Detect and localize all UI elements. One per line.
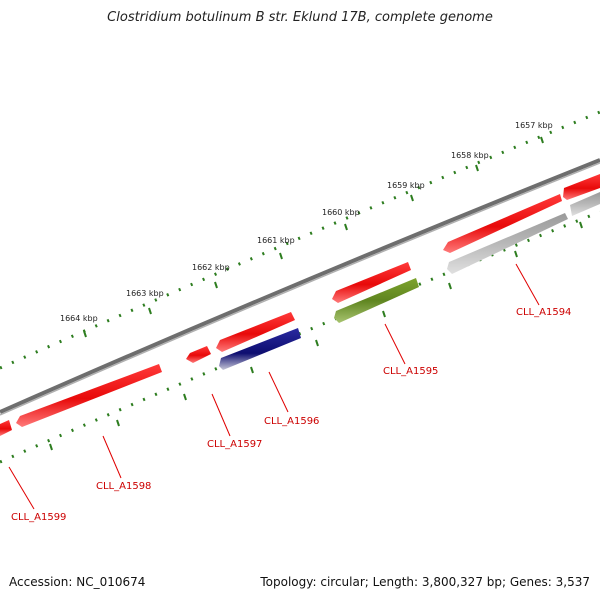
gene-labels: CLL_A1594 CLL_A1595 CLL_A1596 CLL_A1597 … xyxy=(11,307,571,523)
gene-cll-a1594-forward[interactable] xyxy=(563,174,600,200)
genome-backbone xyxy=(0,158,600,414)
label-leaders xyxy=(8,263,540,510)
gene-label-cll-a1597[interactable]: CLL_A1597 xyxy=(207,439,262,450)
kbp-label: 1662 kbp xyxy=(192,263,230,272)
inner-major-ticks xyxy=(49,221,583,451)
map-title: Clostridium botulinum B str. Eklund 17B,… xyxy=(107,10,493,25)
gene-label-cll-a1598[interactable]: CLL_A1598 xyxy=(96,481,151,492)
gene-reverse-gray[interactable] xyxy=(570,192,600,216)
genome-backbone-highlight xyxy=(0,162,600,416)
gene-cll-a1595[interactable] xyxy=(334,278,419,323)
gene-label-cll-a1596[interactable]: CLL_A1596 xyxy=(264,416,319,427)
kbp-label: 1664 kbp xyxy=(60,314,98,323)
gene-label-cll-a1595[interactable]: CLL_A1595 xyxy=(383,366,438,377)
gene-forward[interactable] xyxy=(332,262,411,303)
accession-text: Accession: NC_010674 xyxy=(9,575,146,589)
gene-forward[interactable] xyxy=(16,364,162,427)
kbp-label: 1660 kbp xyxy=(322,208,360,217)
gene-label-cll-a1594[interactable]: CLL_A1594 xyxy=(516,307,571,318)
gene-forward[interactable] xyxy=(186,346,211,363)
kbp-label: 1661 kbp xyxy=(257,236,295,245)
gene-forward[interactable] xyxy=(0,420,12,436)
kbp-label: 1663 kbp xyxy=(126,289,164,298)
outer-major-ticks xyxy=(83,136,544,338)
kbp-label: 1659 kbp xyxy=(387,181,425,190)
gene-forward[interactable] xyxy=(216,312,295,352)
kbp-label: 1657 kbp xyxy=(515,121,553,130)
kbp-labels: 1657 kbp 1658 kbp 1659 kbp 1660 kbp 1661… xyxy=(60,121,553,323)
inner-tick-track xyxy=(0,210,600,464)
genome-summary-text: Topology: circular; Length: 3,800,327 bp… xyxy=(260,575,590,589)
gene-label-cll-a1599[interactable]: CLL_A1599 xyxy=(11,512,66,523)
gene-forward[interactable] xyxy=(443,194,562,253)
gene-cll-a1596[interactable] xyxy=(219,328,301,370)
forward-genes xyxy=(0,174,600,436)
reverse-genes xyxy=(219,192,600,370)
gene-cll-a1594-reverse[interactable] xyxy=(447,213,568,274)
kbp-label: 1658 kbp xyxy=(451,151,489,160)
